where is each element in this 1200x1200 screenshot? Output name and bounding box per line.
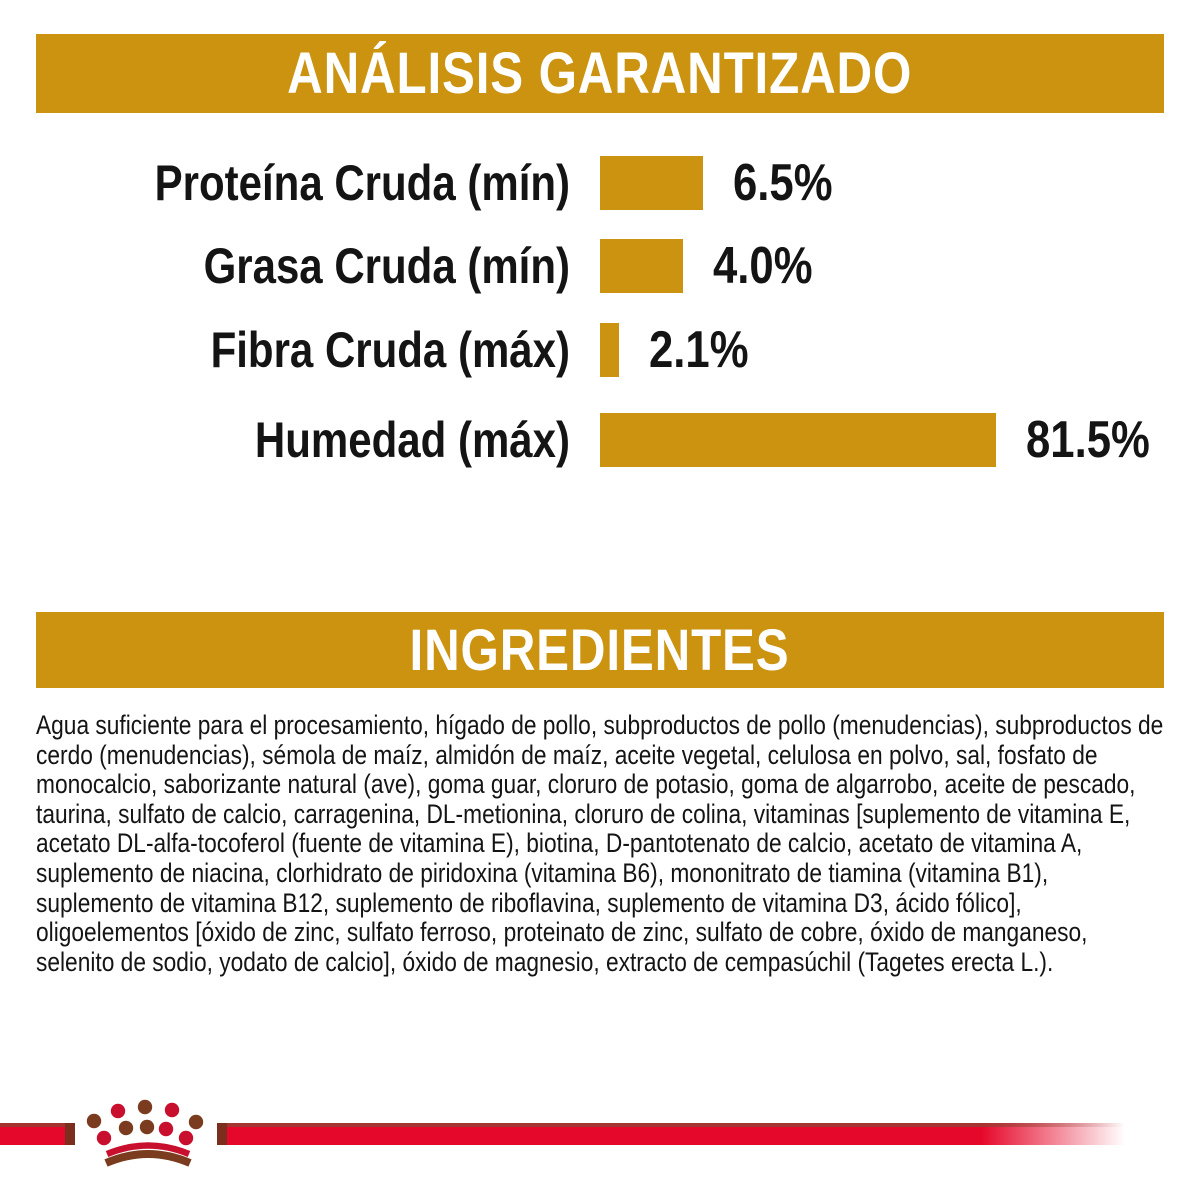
- chart-category-label: Humedad (máx): [254, 412, 570, 468]
- chart-bar: [600, 239, 683, 293]
- chart-value-label: 81.5%: [1026, 411, 1150, 469]
- chart-row: Fibra Cruda (máx) 2.1%: [0, 321, 1200, 379]
- chart-value-label: 2.1%: [649, 321, 749, 379]
- ingredients-text: Agua suficiente para el procesamiento, h…: [36, 710, 1164, 977]
- analysis-header-band: ANÁLISIS GARANTIZADO: [36, 34, 1164, 113]
- chart-value-label: 4.0%: [713, 237, 813, 295]
- royal-canin-crown-icon: [86, 1099, 204, 1167]
- analysis-header-title: ANÁLISIS GARANTIZADO: [287, 41, 913, 106]
- brand-stripe-shadow-left: [0, 1123, 65, 1127]
- chart-category-label: Grasa Cruda (mín): [203, 238, 570, 294]
- chart-row: Grasa Cruda (mín) 4.0%: [0, 237, 1200, 295]
- brand-stripe-left: [0, 1123, 65, 1145]
- ingredients-header-band: INGREDIENTES: [36, 612, 1164, 688]
- chart-category-label: Proteína Cruda (mín): [154, 155, 571, 211]
- brand-stripe-shadow-right: [227, 1123, 1125, 1127]
- chart-value-label: 6.5%: [733, 154, 833, 212]
- chart-bar: [600, 323, 619, 377]
- guaranteed-analysis-bar-chart: Proteína Cruda (mín) 6.5% Grasa Cruda (mín…: [0, 0, 1200, 530]
- brand-stripe-right: [227, 1123, 1125, 1145]
- chart-bar: [600, 156, 703, 210]
- chart-row: Proteína Cruda (mín) 6.5%: [0, 154, 1200, 212]
- chart-bar: [600, 413, 996, 467]
- chart-category-label: Fibra Cruda (máx): [210, 322, 570, 378]
- brand-stripe-cap-right: [217, 1123, 227, 1145]
- ingredients-header-title: INGREDIENTES: [409, 617, 791, 683]
- chart-row: Humedad (máx) 81.5%: [0, 411, 1200, 469]
- brand-stripe-cap-left: [65, 1123, 75, 1145]
